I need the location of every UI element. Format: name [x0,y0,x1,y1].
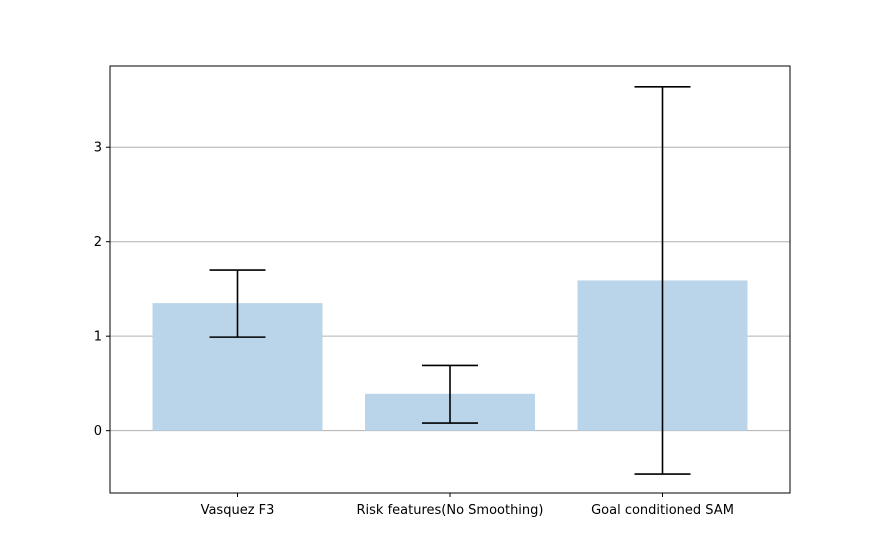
y-axis: 0 1 2 3 [94,141,110,439]
x-axis: Vasquez F3 Risk features(No Smoothing) Goa… [201,493,734,518]
y-tick-label: 1 [94,330,102,345]
y-tick-label: 2 [94,235,102,250]
x-tick-label: Vasquez F3 [201,503,275,518]
x-tick-label: Risk features(No Smoothing) [356,503,543,518]
x-tick-label: Goal conditioned SAM [591,503,734,518]
y-tick-label: 3 [94,141,102,156]
y-tick-label: 0 [94,424,102,439]
errorbar-layer [209,85,691,475]
